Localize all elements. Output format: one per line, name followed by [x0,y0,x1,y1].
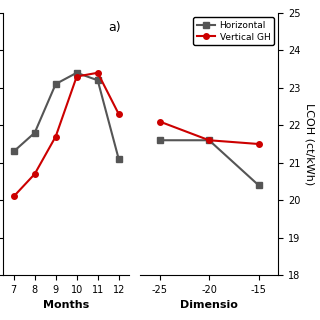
Horizontal [207,138,211,142]
Horizontal [158,138,162,142]
Vertical GH [207,138,211,142]
Vertical GH [158,120,162,124]
Horizontal [257,183,260,187]
Line: Vertical GH: Vertical GH [157,119,261,147]
X-axis label: Dimensio: Dimensio [180,300,238,310]
Y-axis label: LCOH (ct/kWh): LCOH (ct/kWh) [305,103,315,185]
X-axis label: Months: Months [43,300,89,310]
Text: a): a) [108,21,120,34]
Vertical GH [257,142,260,146]
Legend: Horizontal, Vertical GH: Horizontal, Vertical GH [193,17,274,45]
Line: Horizontal: Horizontal [157,138,261,188]
